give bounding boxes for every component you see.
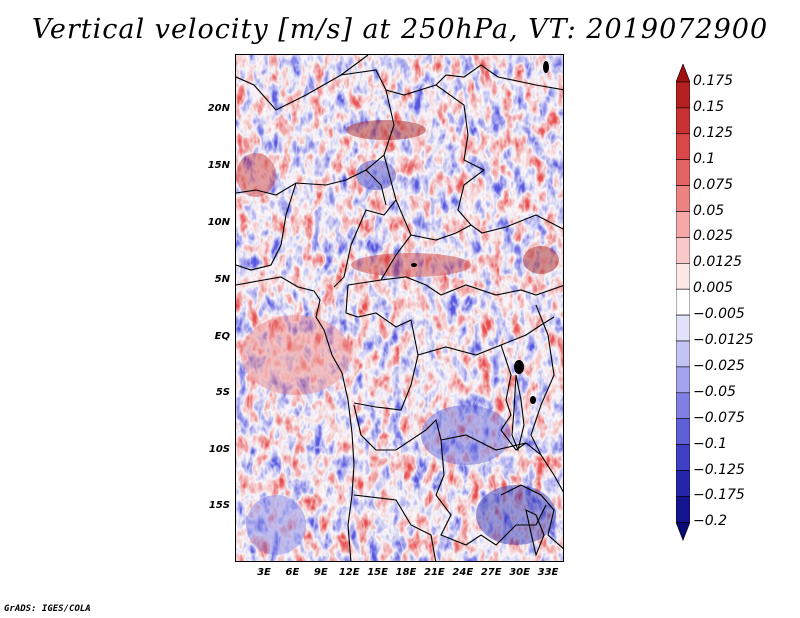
colorbar-cell [676,263,690,290]
colorbar-tick-label: −0.175 [693,487,745,504]
colorbar-cell [676,133,690,161]
colorbar-tick-label: 0.0125 [693,254,742,271]
colorbar-tick-label: −0.05 [693,383,736,400]
lat-label: 15N [207,160,230,171]
lon-label: 21E [424,567,445,578]
colorbar-cell [676,340,690,368]
lat-label: 15S [208,500,230,511]
lon-label: 6E [285,567,300,578]
colorbar-cell [676,211,690,238]
colorbar-cell [676,107,690,135]
colorbar-cell [676,470,690,497]
lat-label: EQ [214,331,230,342]
colorbar-cell [676,159,690,186]
country-borders [236,55,563,561]
lat-label: 5S [215,387,230,398]
credit-text: GrADS: IGES/COLA [4,604,91,614]
colorbar-tick-label: −0.075 [693,409,745,426]
lon-label: 33E [537,567,559,578]
colorbar-tick-label: 0.075 [693,176,734,193]
colorbar-tick-label: 0.005 [693,280,734,297]
lat-label: 10N [207,217,230,228]
colorbar-cell [676,392,690,419]
colorbar-tick-label: 0.025 [693,228,734,245]
colorbar-max-arrow [676,64,690,83]
colorbar-tick-label: 0.15 [693,98,725,115]
field-anomaly-patches [236,120,559,555]
colorbar-tick-label: −0.0125 [693,332,754,348]
colorbar-cell [676,314,690,342]
colorbar-cell [676,81,690,109]
lat-label: 10S [208,444,230,455]
colorbar-cell [676,288,690,316]
colorbar-cell [676,366,690,394]
colorbar [676,64,690,542]
field-highlight-layer [236,55,563,561]
lon-label: 15E [367,567,388,578]
colorbar-tick-label: 0.125 [693,124,734,141]
lat-label: 5N [214,274,230,285]
colorbar-tick-label: 0.175 [693,73,734,89]
colorbar-min-arrow [676,521,690,542]
map-plot-area [235,54,564,562]
colorbar-tick-label: −0.125 [693,461,745,478]
colorbar-cell [676,237,690,264]
colorbar-cell [676,444,690,471]
lon-label: 3E [257,567,271,578]
colorbar-tick-label: 0.1 [693,150,716,167]
colorbar-tick-label: −0.2 [693,513,727,530]
colorbar-cell [676,185,690,212]
velocity-field-map [236,55,563,561]
lon-label: 30E [509,567,530,578]
map-title: Vertical velocity [m/s] at 250hPa, VT: 2… [31,14,769,45]
colorbar-cell [676,496,690,523]
colorbar-tick-label: −0.005 [693,306,745,323]
lon-label: 18E [395,567,417,578]
colorbar-tick-label: 0.05 [693,202,725,219]
colorbar-tick-label: −0.1 [693,435,727,452]
lake-markers [411,61,549,404]
lon-label: 9E [313,567,328,578]
lon-label: 12E [338,567,360,578]
lat-label: 20N [207,103,230,114]
colorbar-cell [676,418,690,445]
lon-label: 27E [480,567,502,578]
colorbar-tick-label: −0.025 [693,357,745,374]
lon-label: 24E [452,567,474,578]
